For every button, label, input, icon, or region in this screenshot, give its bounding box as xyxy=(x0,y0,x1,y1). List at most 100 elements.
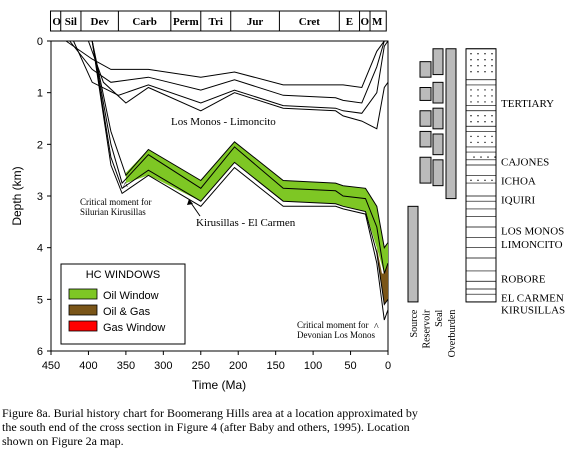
sand-dot xyxy=(470,71,472,73)
formation-label: TERTIARY xyxy=(501,98,554,110)
caret-silurian: ^ xyxy=(123,181,128,192)
burial-history-figure: O Sil Dev Carb Perm Tri Jur Cret E O M 450 400 350 30… xyxy=(10,10,566,392)
sand-dot xyxy=(494,156,496,158)
annotation-critical-silurian-1: Critical moment for xyxy=(80,197,151,207)
sand-dot xyxy=(470,121,472,123)
x-tick-label: 100 xyxy=(304,360,322,372)
x-tick-label: 150 xyxy=(266,360,284,372)
formation-label: LIMONCITO xyxy=(501,239,563,251)
legend-label: Oil & Gas xyxy=(103,306,151,318)
element-bar-reservoir xyxy=(419,61,432,78)
element-bar-reservoir xyxy=(419,156,432,184)
x-tick-label: 300 xyxy=(154,360,172,372)
sand-dot xyxy=(477,179,479,182)
sand-dot xyxy=(477,65,479,67)
sand-dot xyxy=(484,115,486,117)
burial-curve-6 xyxy=(91,40,389,274)
formation-label: LOS MONOS xyxy=(501,226,564,238)
sand-dot xyxy=(491,71,493,73)
sand-dot xyxy=(480,156,482,158)
sand-dot xyxy=(484,53,486,55)
sand-dot xyxy=(484,135,486,138)
burial-curve-3 xyxy=(73,40,389,114)
sand-dot xyxy=(477,135,479,138)
x-tick-label: 50 xyxy=(344,360,356,372)
element-bar-reservoir xyxy=(419,87,432,101)
element-bar-seal xyxy=(432,107,444,130)
formation-label: IQUIRI xyxy=(501,195,536,207)
sand-dot xyxy=(470,115,472,117)
sand-dot xyxy=(477,59,479,61)
sand-dot xyxy=(470,65,472,67)
sand-dot xyxy=(477,121,479,123)
burial-curve-4 xyxy=(87,40,389,130)
element-label-source: Source xyxy=(409,309,420,337)
geologic-period-bar: O Sil Dev Carb Perm Tri Jur Cret E O M xyxy=(49,10,387,32)
period-label: Tri xyxy=(209,16,223,28)
y-tick-label: 2 xyxy=(37,139,43,151)
element-bar-reservoir xyxy=(419,110,432,127)
sand-dot xyxy=(470,135,472,138)
legend-swatch xyxy=(68,288,98,300)
burial-curve-1 xyxy=(65,40,388,89)
petroleum-system-elements: Source Reservoir Seal Overburden xyxy=(407,48,458,357)
period-label: Carb xyxy=(132,16,156,28)
figure-caption: Figure 8a. Burial history chart for Boom… xyxy=(2,406,568,448)
y-axis-title: Depth (km) xyxy=(10,166,24,225)
annotation-kirusillas: Kirusillas - El Carmen xyxy=(196,217,296,229)
sand-dot xyxy=(491,179,493,182)
legend-title: HC WINDOWS xyxy=(86,269,161,281)
period-label: O xyxy=(361,16,370,28)
sand-dot xyxy=(491,141,493,144)
sand-dot xyxy=(491,115,493,117)
element-bar-seal xyxy=(432,48,444,76)
sand-dot xyxy=(484,141,486,144)
x-axis: 450 400 350 300 250 200 150 100 50 0 xyxy=(42,351,391,372)
sand-dot xyxy=(477,115,479,117)
period-bar-frame xyxy=(49,10,387,32)
y-tick-label: 0 xyxy=(37,36,43,48)
sand-dot xyxy=(484,89,486,91)
period-label: Sil xyxy=(65,16,77,28)
period-label: Perm xyxy=(173,16,199,28)
sand-dot xyxy=(477,71,479,73)
stratigraphic-column: TERTIARY CAJONES ICHOA IQUIRI LOS MONOSLIMON… xyxy=(465,48,565,317)
y-tick-label: 4 xyxy=(37,243,43,255)
x-tick-label: 200 xyxy=(229,360,247,372)
period-label: Cret xyxy=(299,16,321,28)
element-bar-overburden xyxy=(445,48,457,200)
caret-devonian: ^ xyxy=(374,322,379,333)
sand-dot xyxy=(477,101,479,103)
sand-dot xyxy=(491,59,493,61)
annotation-critical-devonian-1: Critical moment for xyxy=(297,320,368,330)
x-tick-label: 0 xyxy=(385,360,391,372)
sand-dot xyxy=(491,65,493,67)
sand-dot xyxy=(484,179,486,182)
caption-line: Figure 8a. Burial history chart for Boom… xyxy=(2,406,418,420)
annotation-critical-devonian-2: Devonian Los Monos xyxy=(297,330,375,340)
sand-dot xyxy=(470,95,472,97)
burial-curves xyxy=(65,40,389,321)
period-label: Jur xyxy=(247,16,264,28)
legend-swatch xyxy=(68,320,98,332)
hc-window-fills xyxy=(125,141,389,305)
burial-curve-7 xyxy=(91,40,389,306)
period-label: M xyxy=(372,16,383,28)
sand-dot xyxy=(470,101,472,103)
sand-dot xyxy=(473,156,475,158)
sand-dot xyxy=(491,121,493,123)
formation-label: ROBORE xyxy=(501,274,546,286)
sand-dot xyxy=(484,65,486,67)
element-bar-source xyxy=(407,205,419,303)
caption-line: shown on Figure 2a map. xyxy=(2,434,124,448)
caption-line: the south end of the cross section in Fi… xyxy=(2,420,410,434)
sand-dot xyxy=(477,53,479,55)
formation-label: ICHOA xyxy=(501,176,536,188)
kirusillas-leader xyxy=(190,202,201,217)
annotation-los-monos: Los Monos - Limoncito xyxy=(171,116,276,128)
x-axis-title: Time (Ma) xyxy=(192,378,246,392)
x-tick-label: 450 xyxy=(42,360,60,372)
sand-dot xyxy=(470,53,472,55)
sand-dot xyxy=(484,121,486,123)
burial-curve-8 xyxy=(91,40,389,321)
